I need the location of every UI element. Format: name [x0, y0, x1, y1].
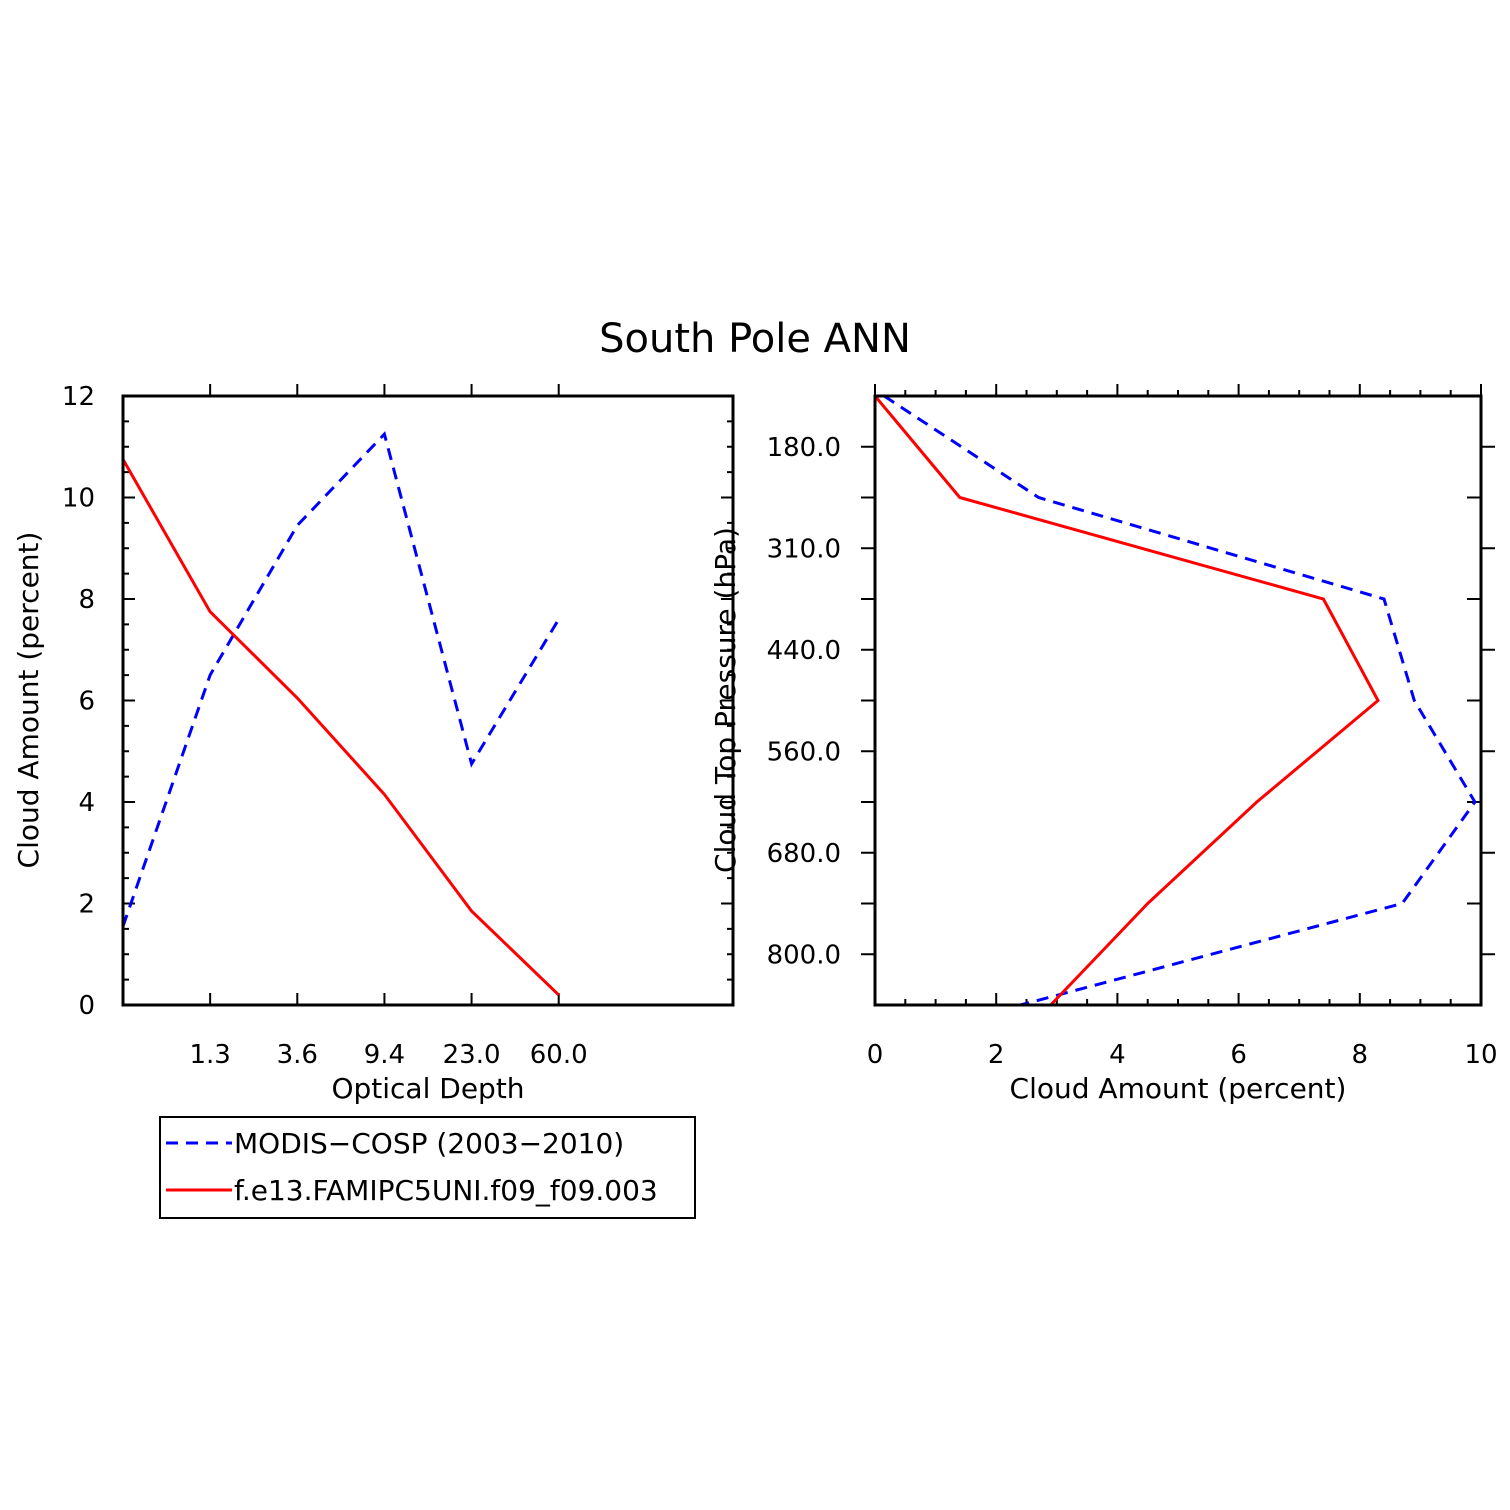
right-y-tick-label: 180.0: [767, 433, 841, 463]
left-y-tick-label: 8: [78, 585, 95, 615]
left-y-tick-label: 6: [78, 687, 95, 717]
right-x-tick-label: 8: [1352, 1040, 1369, 1070]
left-panel-series: [121, 431, 560, 996]
left-y-tick-label: 10: [62, 484, 95, 514]
right-series-model-line: [873, 395, 1380, 1007]
chart-title: South Pole ANN: [599, 316, 911, 362]
left-y-tick-label: 0: [78, 991, 95, 1021]
right-y-tick-label: 440.0: [767, 636, 841, 666]
left-y-tick-label: 2: [78, 890, 95, 920]
left-panel-optical-depth: 0 2 4 6 8 10 12 1.3 3.6 9.4 23.0 60.0 Optical Depth…: [12, 382, 735, 1105]
left-y-tick-label: 12: [62, 382, 95, 412]
right-panel-frame: [873, 394, 1483, 1007]
right-x-axis-label: Cloud Amount (percent): [1010, 1072, 1347, 1105]
left-y-tick-label: 4: [78, 788, 95, 818]
left-series-model-line: [121, 458, 560, 996]
left-x-tick-label: 23.0: [443, 1040, 501, 1070]
left-y-axis-label: Cloud Amount (percent): [12, 532, 45, 869]
right-panel-cloud-top-pressure: 0 2 4 6 8 10 180.0 310.0 440.0 560.0 680.0 800.0 Cl…: [709, 384, 1498, 1105]
right-x-tick-label: 10: [1464, 1040, 1497, 1070]
right-x-tick-label: 4: [1109, 1040, 1126, 1070]
right-panel-series: [873, 394, 1477, 1007]
legend-label-model: f.e13.FAMIPC5UNI.f09_f09.003: [234, 1174, 658, 1207]
left-series-obs-line: [121, 431, 560, 927]
right-y-tick-label: 800.0: [767, 940, 841, 970]
left-panel-ticks: 0 2 4 6 8 10 12 1.3 3.6 9.4 23.0 60.0: [62, 382, 733, 1070]
legend-box: [159, 1116, 696, 1219]
legend-label-obs: MODIS−COSP (2003−2010): [234, 1127, 624, 1160]
right-series-obs-line: [883, 394, 1477, 1007]
right-y-tick-label: 560.0: [767, 737, 841, 767]
legend: MODIS−COSP (2003−2010) f.e13.FAMIPC5UNI.…: [159, 1116, 696, 1219]
left-x-axis-label: Optical Depth: [331, 1072, 524, 1105]
right-x-tick-label: 0: [867, 1040, 884, 1070]
left-x-tick-label: 60.0: [530, 1040, 588, 1070]
right-x-tick-label: 2: [988, 1040, 1005, 1070]
left-x-tick-label: 1.3: [189, 1040, 230, 1070]
right-y-tick-label: 680.0: [767, 839, 841, 869]
right-x-tick-label: 6: [1230, 1040, 1247, 1070]
left-x-tick-label: 9.4: [364, 1040, 405, 1070]
left-x-tick-label: 3.6: [277, 1040, 318, 1070]
left-panel-frame: [121, 394, 735, 1007]
right-y-tick-label: 310.0: [767, 534, 841, 564]
right-y-axis-label: Cloud Top Pressure (hPa): [709, 527, 742, 873]
